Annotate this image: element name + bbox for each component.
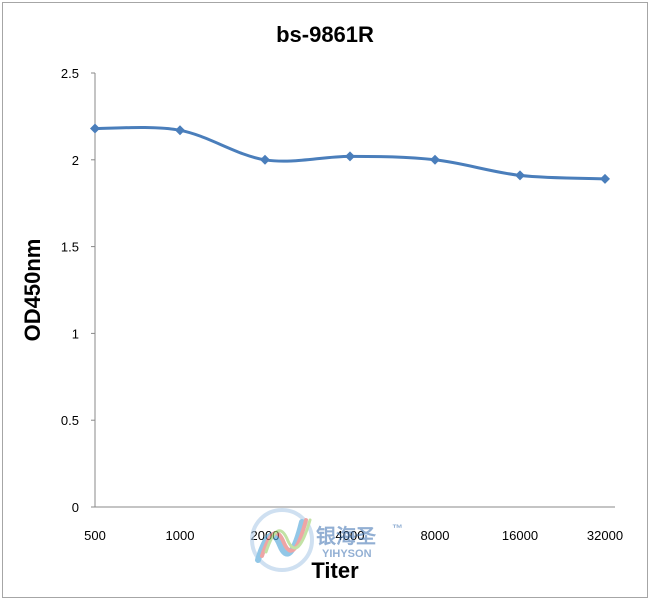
y-tick-label: 0.5 (61, 413, 79, 428)
y-tick-label: 2.5 (61, 66, 79, 81)
data-point-marker (345, 151, 355, 162)
data-point-marker (600, 173, 610, 184)
data-point-marker (90, 123, 100, 134)
watermark-en: YIHYSON (322, 548, 372, 560)
data-point-marker (515, 170, 525, 181)
x-axis-label: Titer (311, 558, 359, 583)
y-tick-label: 1 (72, 326, 79, 341)
x-tick-label: 8000 (421, 528, 450, 543)
y-axis-label: OD450nm (20, 239, 45, 342)
y-tick-label: 2 (72, 153, 79, 168)
x-tick-label: 500 (84, 528, 106, 543)
chart-title: bs-9861R (276, 22, 374, 47)
y-tick-label: 1.5 (61, 240, 79, 255)
x-tick-label: 32000 (587, 528, 623, 543)
series-markers (90, 123, 610, 184)
x-tick-label: 1000 (166, 528, 195, 543)
watermark-cn: 银海圣 (316, 524, 377, 548)
watermark-tm: ™ (392, 523, 403, 535)
x-tick-label: 16000 (502, 528, 538, 543)
data-point-marker (175, 125, 185, 136)
x-tick-label: 4000 (336, 528, 365, 543)
watermark-logo (250, 508, 314, 572)
data-point-marker (430, 154, 440, 165)
x-axis-ticks: 500 1000 2000 4000 8000 16000 32000 (84, 528, 623, 543)
y-tick-label: 0 (72, 500, 79, 515)
data-point-marker (260, 154, 270, 165)
y-axis-ticks: 0 0.5 1 1.5 2 2.5 (61, 66, 95, 515)
